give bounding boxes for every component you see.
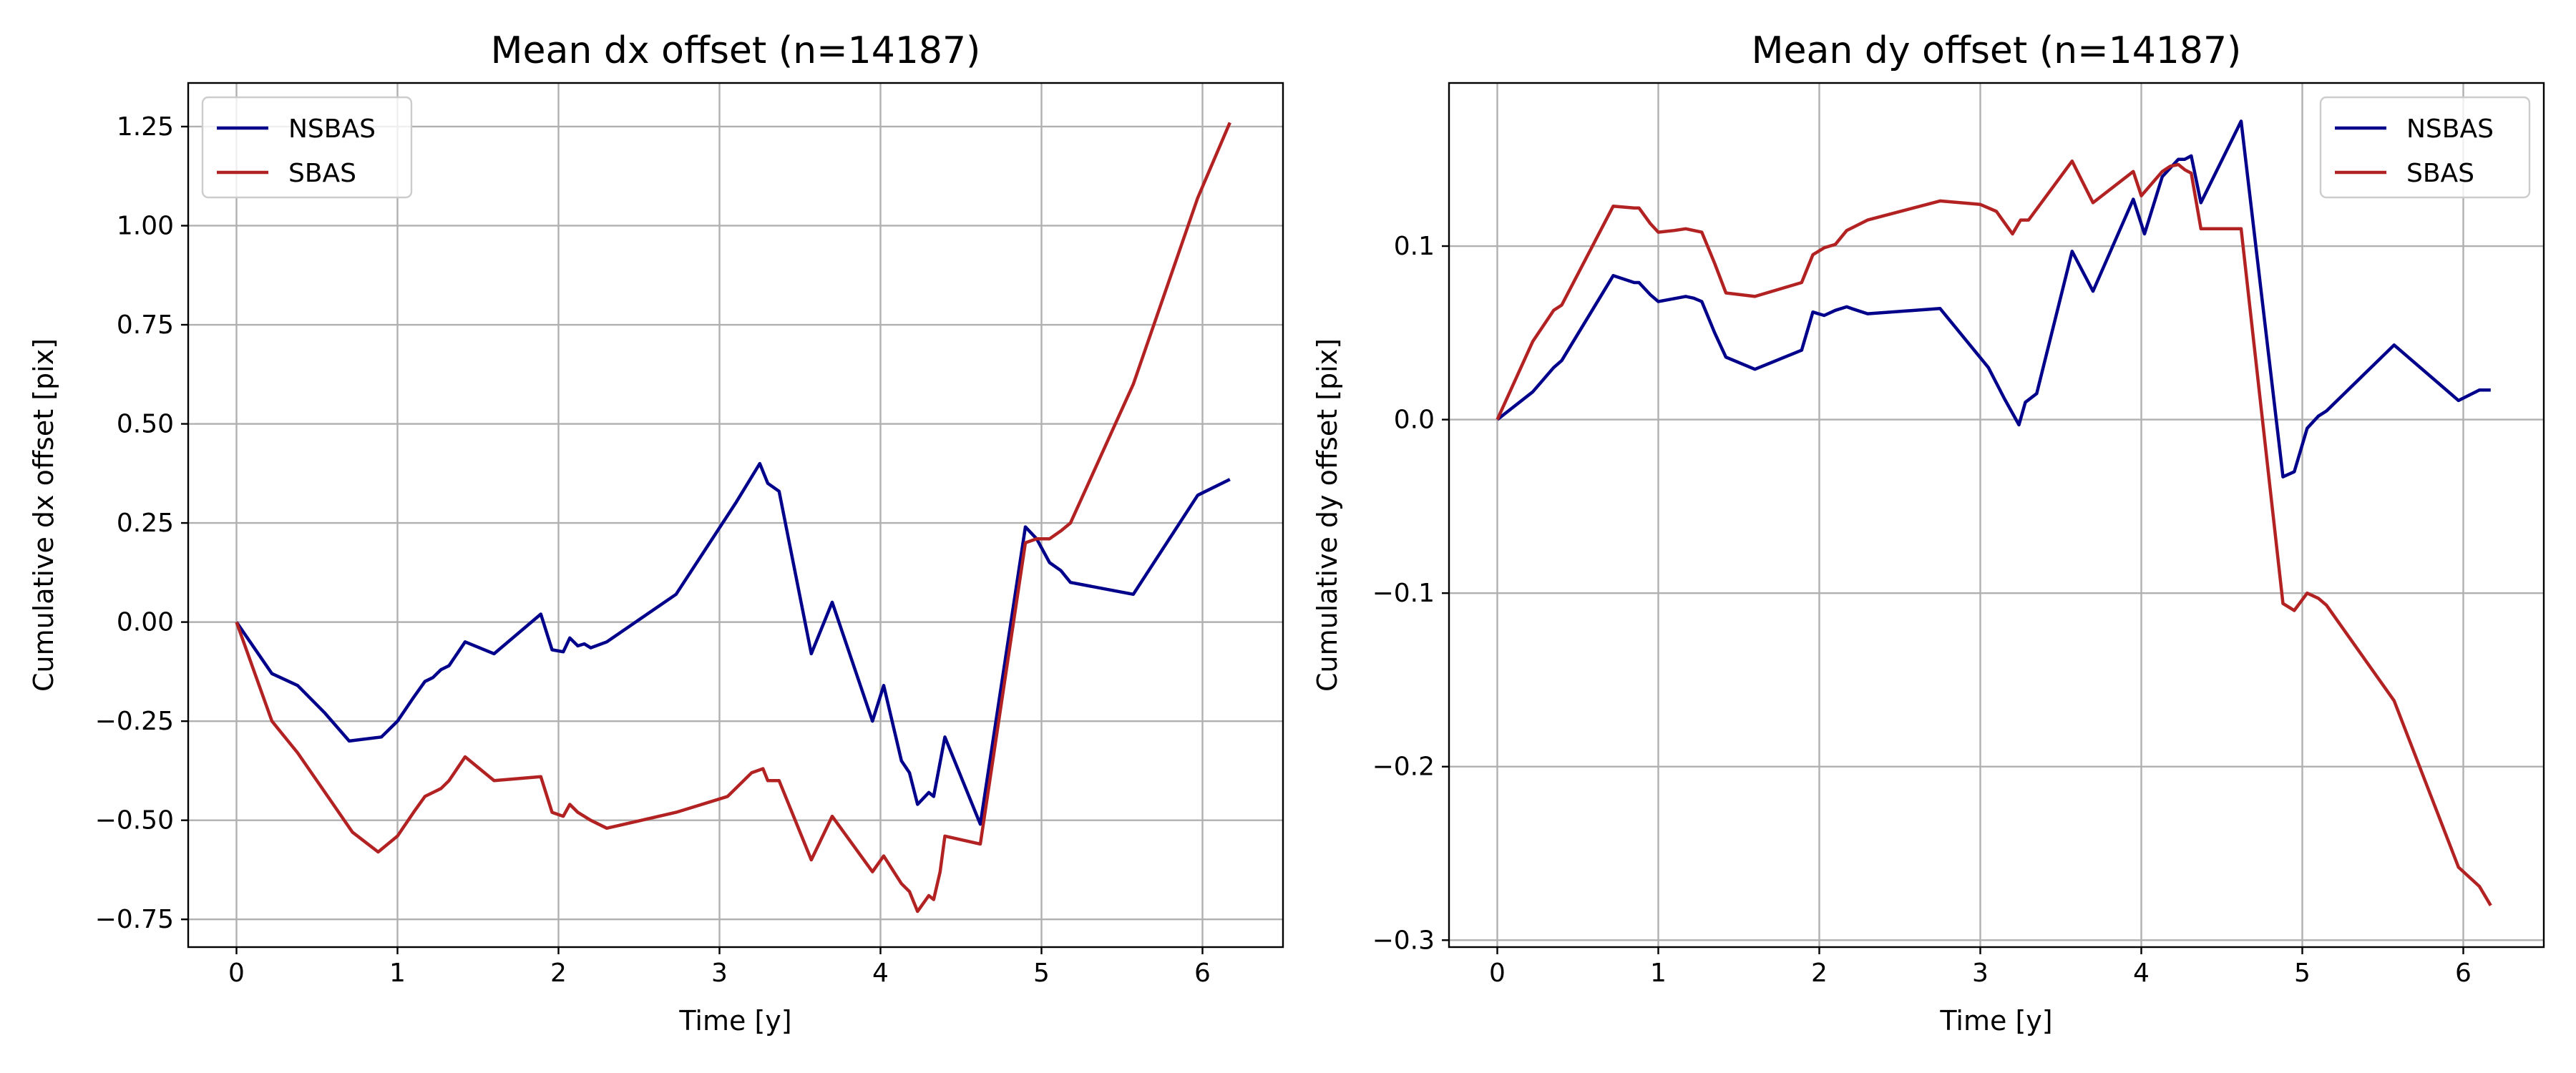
series-line-sbas bbox=[235, 122, 1231, 913]
y-tick-label: −0.3 bbox=[1372, 926, 1435, 955]
x-tick-label: 0 bbox=[228, 959, 245, 988]
legend-label: NSBAS bbox=[288, 114, 376, 144]
x-tick-label: 2 bbox=[1811, 959, 1828, 988]
y-tick-label: −0.75 bbox=[95, 905, 174, 934]
grid bbox=[1449, 83, 2544, 947]
x-tick-label: 6 bbox=[2455, 959, 2472, 988]
y-axis: −0.75 −0.50 −0.25 0.00 0.25 0.50 0.75 1.00 1.25 bbox=[95, 112, 188, 934]
y-tick-label: 0.75 bbox=[117, 310, 174, 340]
y-tick-label: 0.0 bbox=[1394, 406, 1435, 435]
y-tick-label: 0.25 bbox=[117, 509, 174, 538]
y-axis-label: Cumulative dy offset [pix] bbox=[1312, 338, 1343, 692]
y-tick-label: 0.00 bbox=[117, 608, 174, 637]
x-tick-label: 5 bbox=[1033, 959, 1050, 988]
legend-label: NSBAS bbox=[2406, 114, 2494, 144]
x-tick-label: 6 bbox=[1194, 959, 1211, 988]
dx-offset-panel: 0 1 2 3 4 5 6 −0.75 −0.50 −0.25 0.00 0.25 0.50 0.75 1.… bbox=[28, 29, 1284, 1037]
x-tick-label: 1 bbox=[1650, 959, 1667, 988]
axes-frame bbox=[1448, 82, 2545, 949]
legend: NSBAS SBAS bbox=[201, 96, 413, 199]
legend-label: SBAS bbox=[2406, 159, 2474, 188]
plot-area bbox=[1496, 119, 2492, 906]
x-tick-label: 0 bbox=[1489, 959, 1506, 988]
y-tick-label: 0.1 bbox=[1394, 232, 1435, 261]
legend-label: SBAS bbox=[288, 159, 356, 188]
chart-title: Mean dx offset (n=14187) bbox=[491, 29, 981, 72]
y-tick-label: 0.50 bbox=[117, 410, 174, 439]
plot-area bbox=[235, 122, 1231, 913]
x-tick-label: 1 bbox=[389, 959, 406, 988]
x-axis: 0 1 2 3 4 5 6 bbox=[228, 947, 1211, 988]
dy-offset-panel: 0 1 2 3 4 5 6 −0.3 −0.2 −0.1 0.0 0.1 Mean dy offset … bbox=[1312, 29, 2545, 1037]
series-line-sbas bbox=[1496, 159, 2492, 906]
x-tick-label: 5 bbox=[2294, 959, 2311, 988]
y-tick-label: −0.25 bbox=[95, 707, 174, 736]
x-axis-label: Time [y] bbox=[678, 1005, 791, 1037]
x-axis-label: Time [y] bbox=[1939, 1005, 2052, 1037]
y-tick-label: −0.50 bbox=[95, 806, 174, 836]
axes-frame bbox=[187, 82, 1284, 949]
y-tick-label: 1.00 bbox=[117, 211, 174, 240]
chart-title: Mean dy offset (n=14187) bbox=[1752, 29, 2242, 72]
y-tick-label: −0.2 bbox=[1372, 753, 1435, 782]
x-tick-label: 3 bbox=[1972, 959, 1989, 988]
x-tick-label: 2 bbox=[550, 959, 567, 988]
y-axis-label: Cumulative dx offset [pix] bbox=[28, 338, 59, 692]
series-line-nsbas bbox=[235, 461, 1231, 826]
legend: NSBAS SBAS bbox=[2319, 96, 2531, 199]
x-tick-label: 4 bbox=[2133, 959, 2150, 988]
x-axis: 0 1 2 3 4 5 6 bbox=[1489, 947, 2472, 988]
grid bbox=[188, 83, 1283, 947]
x-tick-label: 4 bbox=[872, 959, 889, 988]
series-line-nsbas bbox=[1496, 119, 2491, 479]
x-tick-label: 3 bbox=[711, 959, 728, 988]
y-tick-label: 1.25 bbox=[117, 112, 174, 142]
y-axis: −0.3 −0.2 −0.1 0.0 0.1 bbox=[1372, 232, 1449, 955]
y-tick-label: −0.1 bbox=[1372, 579, 1435, 608]
